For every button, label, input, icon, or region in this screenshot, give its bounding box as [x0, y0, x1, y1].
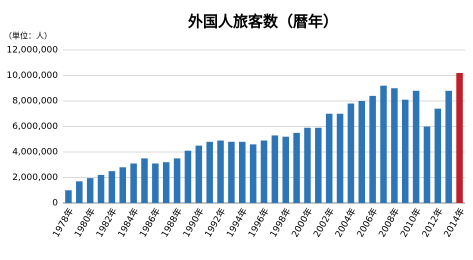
bar: [217, 140, 224, 203]
bar: [239, 141, 246, 203]
bar: [304, 127, 311, 203]
bar: [173, 158, 181, 203]
bar: [423, 126, 431, 203]
bar: [293, 132, 300, 203]
bar: [271, 135, 279, 203]
y-axis-label: （単位：人）: [4, 31, 52, 41]
y-tick-label: 0: [52, 199, 58, 209]
bar: [65, 190, 72, 203]
y-tick-label: 2,000,000: [12, 173, 58, 183]
bar: [249, 144, 257, 203]
bar: [336, 113, 344, 203]
bar: [206, 141, 213, 203]
y-tick-label: 4,000,000: [12, 148, 58, 158]
bar: [184, 150, 192, 203]
bar: [119, 167, 127, 203]
bar: [347, 103, 355, 203]
bar: [97, 174, 105, 203]
bar: [130, 163, 137, 203]
bar: [141, 158, 148, 203]
bar: [260, 140, 268, 203]
bar: [434, 108, 442, 203]
bar: [152, 163, 159, 203]
bar: [195, 145, 203, 203]
bar: [445, 90, 452, 203]
bar: [401, 99, 409, 203]
y-tick-label: 8,000,000: [12, 97, 58, 107]
bar: [369, 95, 376, 203]
bar: [86, 178, 94, 203]
y-tick-label: 6,000,000: [12, 122, 58, 132]
bar: [108, 171, 116, 203]
chart-title: 外国人旅客数（暦年）: [187, 13, 338, 31]
y-tick-label: 12,000,000: [6, 46, 58, 56]
y-tick-label: 10,000,000: [6, 71, 58, 81]
bar: [412, 90, 420, 203]
bar: [228, 141, 235, 203]
bar: [162, 162, 170, 203]
bar: [391, 88, 398, 203]
bar: [380, 85, 387, 203]
bar: [282, 136, 289, 203]
bar: [315, 127, 322, 203]
x-tick-label: 2014年: [441, 206, 467, 240]
bar: [358, 101, 366, 203]
bar: [456, 72, 463, 203]
bar: [325, 113, 333, 203]
bar: [76, 181, 83, 203]
